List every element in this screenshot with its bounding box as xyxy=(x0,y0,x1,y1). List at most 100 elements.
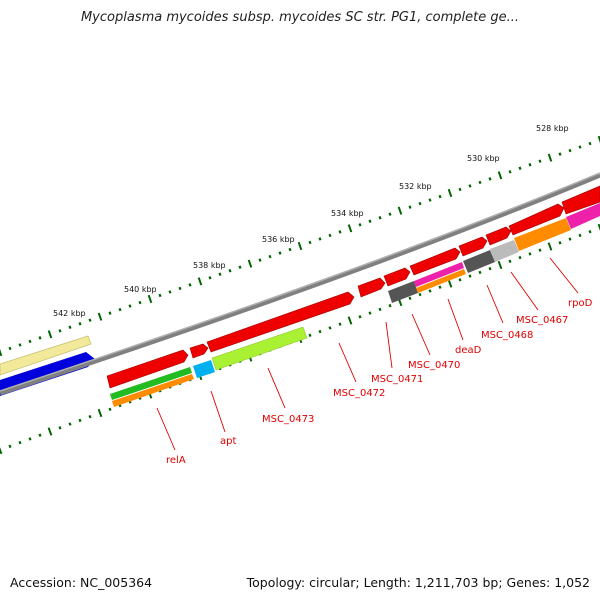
minor-tick xyxy=(238,265,242,269)
gene-label-relA[interactable]: relA xyxy=(166,455,186,466)
feature-orange-deaD[interactable] xyxy=(416,269,466,293)
feature-magenta-deaD[interactable] xyxy=(414,262,464,287)
minor-tick xyxy=(208,276,212,280)
cds-deaD[interactable] xyxy=(458,236,488,257)
major-tick xyxy=(97,312,103,321)
major-tick xyxy=(0,447,3,455)
minor-tick xyxy=(428,198,432,202)
minor-tick xyxy=(378,307,382,312)
major-tick xyxy=(597,223,600,231)
ruler-label-536: 536 kbp xyxy=(262,235,295,244)
minor-tick xyxy=(418,292,422,297)
cds-rpoD[interactable] xyxy=(561,185,600,215)
minor-tick xyxy=(308,240,312,245)
minor-tick xyxy=(318,237,322,241)
cds-MSC_0472[interactable] xyxy=(357,277,386,298)
major-tick xyxy=(297,241,303,251)
minor-tick xyxy=(358,223,362,227)
feature-dark-gray-MSC_0468[interactable] xyxy=(463,250,495,273)
cds-MSC_0471[interactable] xyxy=(383,267,411,287)
minor-tick xyxy=(8,444,12,448)
ruler-label-530: 530 kbp xyxy=(467,154,500,163)
gene-label-MSC_0467[interactable]: MSC_0467 xyxy=(516,315,568,326)
feature-pale-yellow[interactable] xyxy=(0,335,92,376)
minor-tick xyxy=(88,415,92,419)
cds-MSC_0470[interactable] xyxy=(409,247,461,276)
leader-MSC_0470 xyxy=(411,313,431,356)
minor-tick xyxy=(578,233,582,238)
feature-orange-relA[interactable] xyxy=(112,374,194,407)
leader-MSC_0468 xyxy=(486,284,504,324)
minor-tick xyxy=(588,141,592,146)
minor-tick xyxy=(178,286,182,291)
minor-tick xyxy=(128,304,132,308)
feature-green[interactable] xyxy=(110,367,192,400)
forward-cds-track xyxy=(106,185,600,389)
minor-tick xyxy=(468,184,472,188)
major-tick xyxy=(0,348,3,357)
cds-relA[interactable] xyxy=(106,349,189,389)
genome-backbone xyxy=(0,172,600,396)
major-tick xyxy=(97,408,103,418)
major-tick xyxy=(397,206,403,215)
accession-text: Accession: NC_005364 xyxy=(10,575,153,590)
minor-tick xyxy=(108,311,112,315)
minor-tick xyxy=(88,318,92,322)
cds-MSC_0468[interactable] xyxy=(485,226,512,246)
leader-deaD xyxy=(447,298,464,341)
feature-dark-gray-MSC_0471[interactable] xyxy=(388,281,418,303)
gene-label-rpoD[interactable]: rpoD xyxy=(568,298,593,309)
minor-tick xyxy=(428,289,432,293)
feature-light-gray-MSC_0467[interactable] xyxy=(490,240,519,262)
minor-tick xyxy=(478,270,482,275)
gene-label-apt[interactable]: apt xyxy=(220,436,236,447)
minor-tick xyxy=(418,201,422,206)
minor-tick xyxy=(38,336,42,340)
leader-MSC_0473 xyxy=(267,367,286,409)
minor-tick xyxy=(268,254,272,259)
minor-tick xyxy=(438,285,442,289)
feature-cyan-apt[interactable] xyxy=(193,360,215,378)
leader-apt xyxy=(210,390,226,433)
gene-label-MSC_0472[interactable]: MSC_0472 xyxy=(333,388,385,399)
minor-tick xyxy=(68,422,72,426)
major-tick xyxy=(547,153,553,162)
minor-tick xyxy=(18,343,22,347)
gene-label-MSC_0473[interactable]: MSC_0473 xyxy=(262,414,314,425)
minor-tick xyxy=(478,180,482,185)
minor-tick xyxy=(188,283,192,287)
minor-tick xyxy=(378,216,382,220)
minor-tick xyxy=(388,212,392,216)
cds-apt[interactable] xyxy=(189,343,209,359)
minor-tick xyxy=(58,426,62,430)
minor-tick xyxy=(38,433,42,437)
feature-magenta-rpoD[interactable] xyxy=(566,203,600,229)
minor-tick xyxy=(568,148,572,153)
minor-tick xyxy=(218,272,222,276)
gene-label-MSC_0470[interactable]: MSC_0470 xyxy=(408,360,460,371)
major-tick xyxy=(197,277,203,286)
minor-tick xyxy=(318,329,322,334)
minor-tick xyxy=(8,346,12,351)
minor-tick xyxy=(118,307,122,312)
feature-lime-MSC_0473[interactable] xyxy=(211,326,308,371)
minor-tick xyxy=(68,325,72,329)
gene-label-deaD[interactable]: deaD xyxy=(455,345,482,356)
minor-tick xyxy=(558,152,562,156)
gene-label-MSC_0471[interactable]: MSC_0471 xyxy=(371,374,423,385)
minor-tick xyxy=(438,194,442,199)
ruler-label-540: 540 kbp xyxy=(124,285,157,294)
feature-orange-MSC_0467[interactable] xyxy=(514,218,571,251)
minor-tick xyxy=(228,269,232,273)
minor-tick xyxy=(328,326,332,330)
minor-tick xyxy=(488,177,492,181)
leader-MSC_0467 xyxy=(510,271,539,311)
major-tick xyxy=(47,427,53,436)
gene-label-MSC_0468[interactable]: MSC_0468 xyxy=(481,330,533,341)
minor-tick xyxy=(78,322,82,326)
cds-MSC_0473[interactable] xyxy=(206,291,355,353)
cds-MSC_0467[interactable] xyxy=(508,203,565,236)
major-tick xyxy=(147,294,153,304)
